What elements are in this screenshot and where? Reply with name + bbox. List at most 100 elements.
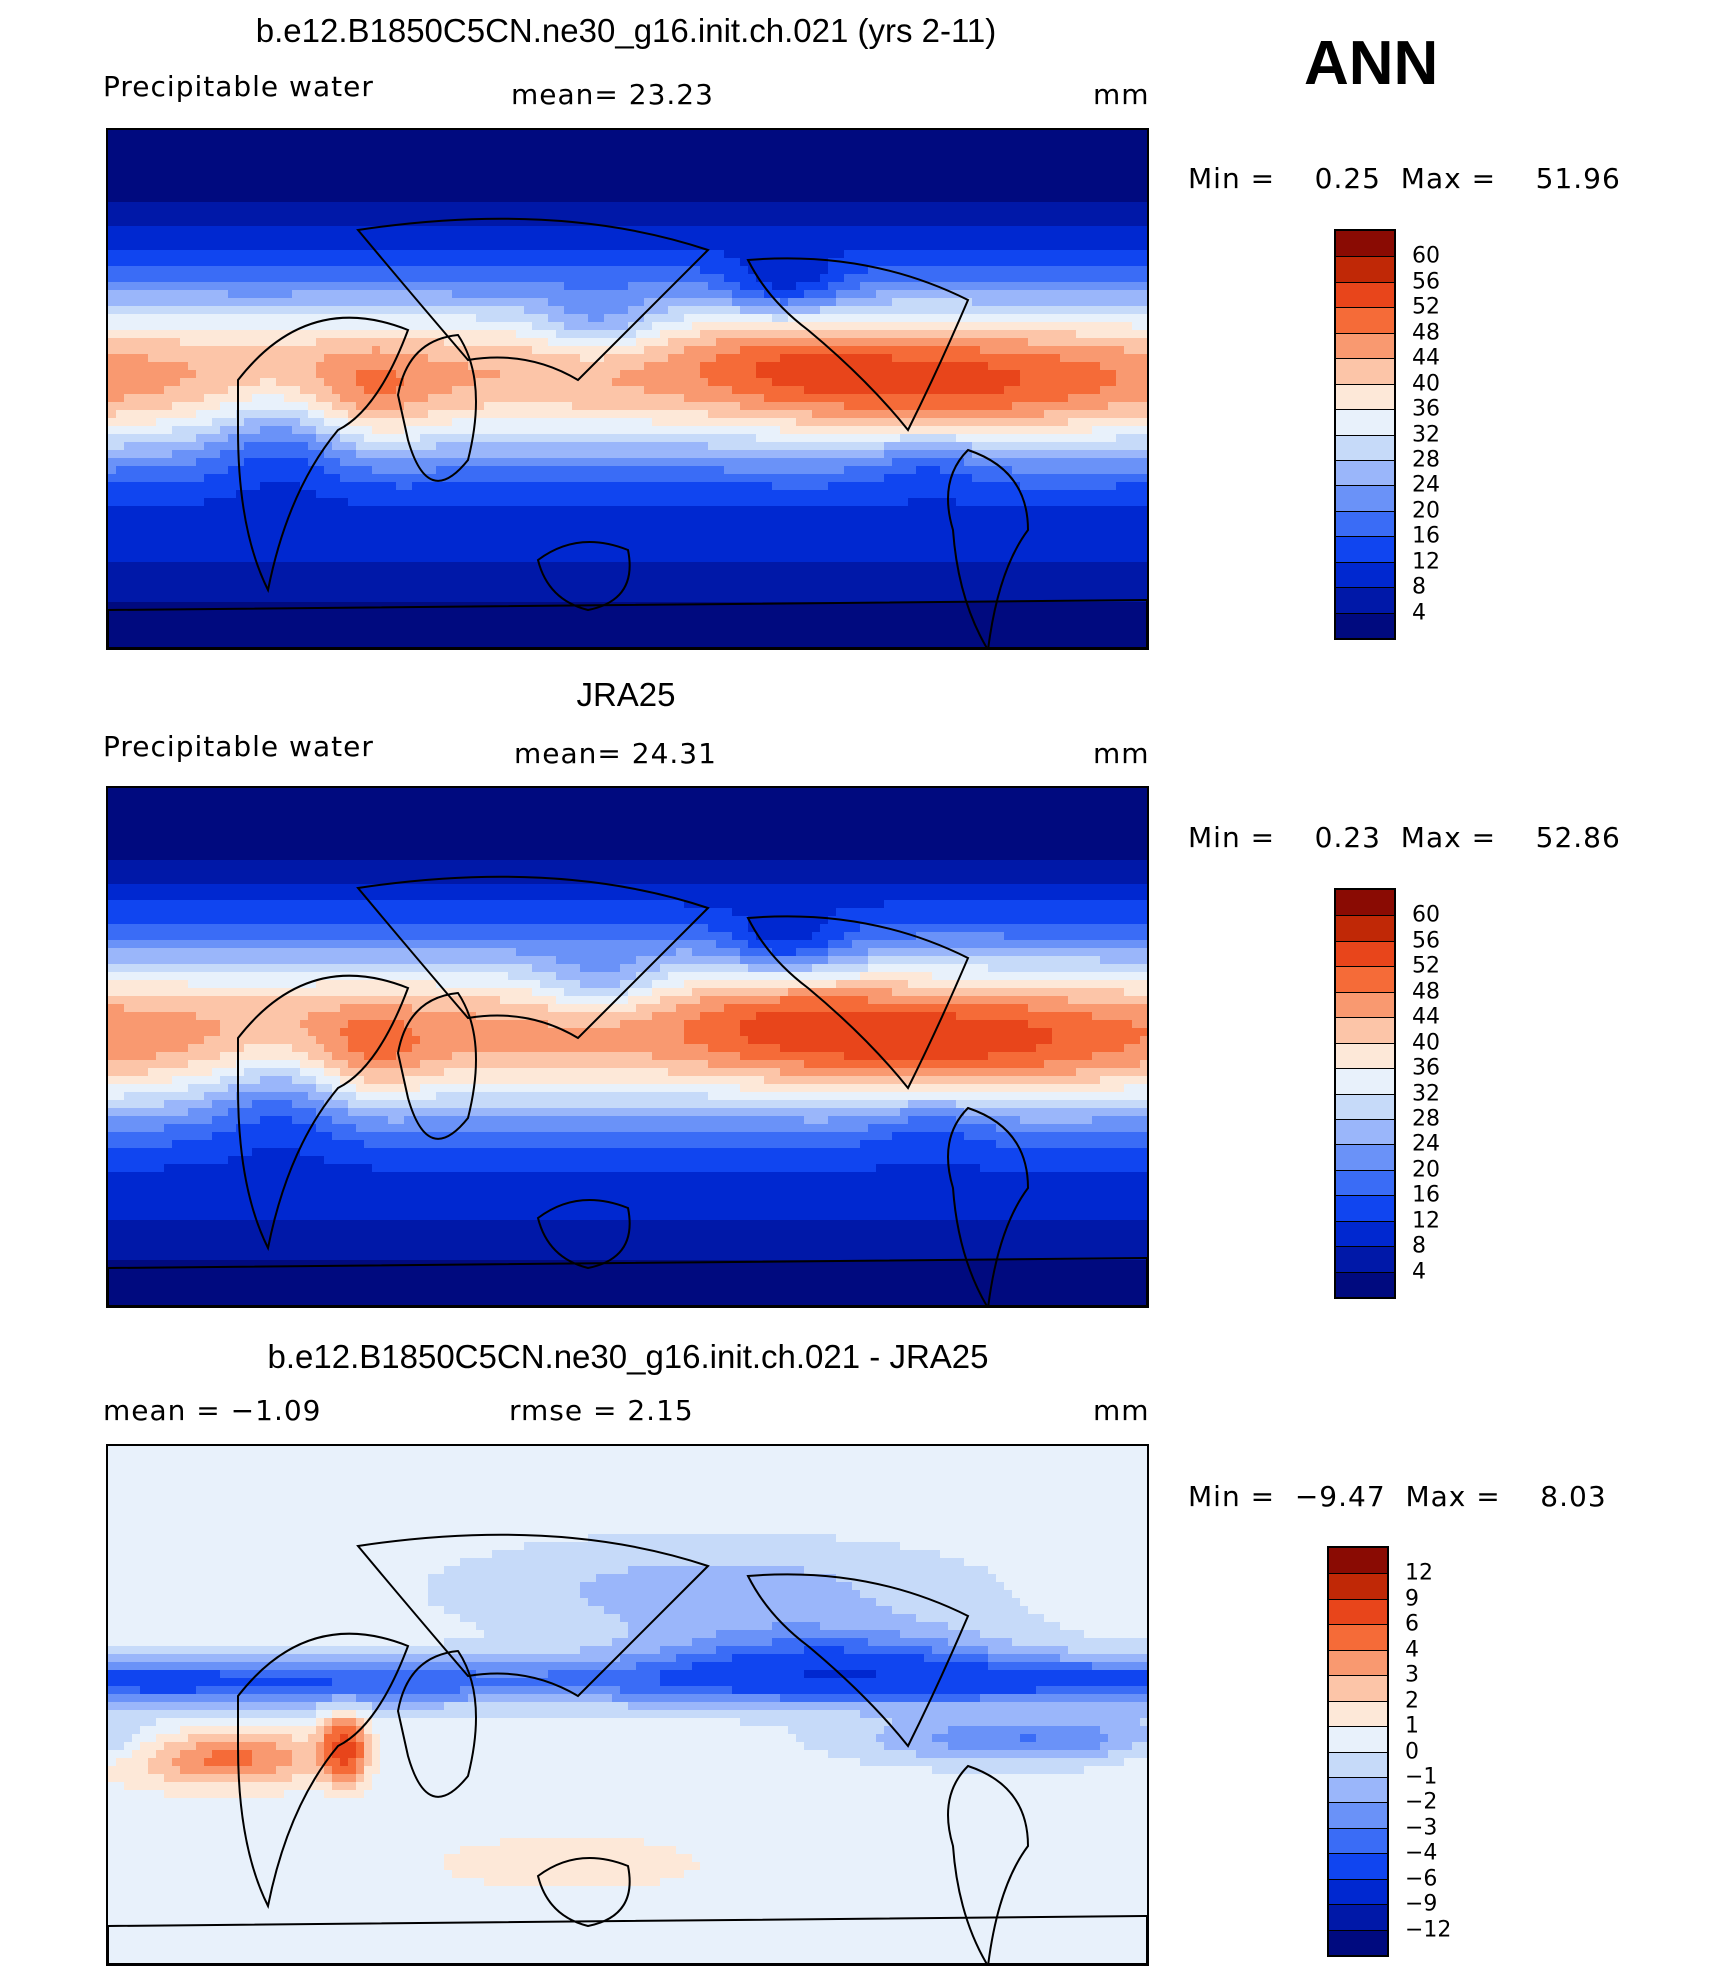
colorbar-swatch xyxy=(1329,1598,1387,1625)
colorbar-tick-label: 24 xyxy=(1412,473,1440,498)
colorbar-swatch xyxy=(1336,1220,1394,1247)
colorbar-swatch xyxy=(1336,1271,1394,1297)
colorbar-tick-label: 28 xyxy=(1412,447,1440,472)
contour-field-model xyxy=(108,130,1147,648)
colorbar-swatch xyxy=(1336,256,1394,282)
colorbar-tick-label: 60 xyxy=(1412,244,1440,269)
minmax-label-diff: Min = −9.47 Max = 8.03 xyxy=(1188,1480,1607,1513)
colorbar-swatch xyxy=(1336,587,1394,613)
colorbar-tick-label: −3 xyxy=(1405,1815,1437,1840)
colorbar-tick-label: −4 xyxy=(1405,1841,1437,1866)
colorbar-tick-label: 24 xyxy=(1412,1132,1440,1157)
colorbar-swatch xyxy=(1329,1726,1387,1752)
colorbar-tick-label: 56 xyxy=(1412,269,1440,294)
colorbar-tick-label: −1 xyxy=(1405,1764,1437,1789)
panel-title-model: b.e12.B1850C5CN.ne30_g16.init.ch.021 (yr… xyxy=(256,12,997,50)
colorbar-swatch xyxy=(1329,1751,1387,1777)
rmse-label-diff: rmse = 2.15 xyxy=(509,1394,694,1427)
colorbar-swatch xyxy=(1329,1675,1387,1701)
colorbar-tick-label: 60 xyxy=(1412,903,1440,928)
map-diff xyxy=(106,1444,1149,1966)
colorbar-tick-label: 32 xyxy=(1412,422,1440,447)
colorbar-swatch xyxy=(1336,915,1394,941)
colorbar-swatch xyxy=(1336,890,1394,916)
colorbar-swatch xyxy=(1336,383,1394,410)
colorbar-swatch xyxy=(1336,966,1394,992)
colorbar-diff xyxy=(1327,1546,1389,1957)
units-label-obs: mm xyxy=(1093,737,1150,770)
contour-field-diff xyxy=(108,1446,1147,1964)
colorbar-tick-label: 32 xyxy=(1412,1081,1440,1106)
colorbar-tick-label: 0 xyxy=(1405,1739,1419,1764)
variable-label-model: Precipitable water xyxy=(103,70,374,103)
units-label-model: mm xyxy=(1093,78,1150,111)
colorbar-swatch xyxy=(1336,434,1394,460)
units-label-diff: mm xyxy=(1093,1394,1150,1427)
colorbar-tick-label: 3 xyxy=(1405,1663,1419,1688)
colorbar-tick-label: 12 xyxy=(1405,1561,1433,1586)
colorbar-tick-label: 48 xyxy=(1412,320,1440,345)
colorbar-swatch xyxy=(1329,1548,1387,1574)
colorbar-swatch xyxy=(1336,409,1394,435)
colorbar-swatch xyxy=(1336,358,1394,384)
colorbar-swatch xyxy=(1329,1827,1387,1854)
colorbar-swatch xyxy=(1329,1624,1387,1650)
colorbar-tick-label: 8 xyxy=(1412,575,1426,600)
colorbar-swatch xyxy=(1336,281,1394,308)
colorbar-swatch xyxy=(1336,1118,1394,1145)
colorbar-tick-label: 20 xyxy=(1412,1157,1440,1182)
colorbar-swatch xyxy=(1336,561,1394,588)
colorbar-obs xyxy=(1334,888,1396,1299)
colorbar-tick-label: 4 xyxy=(1412,600,1426,625)
colorbar-tick-label: 16 xyxy=(1412,1183,1440,1208)
colorbar-tick-label: 2 xyxy=(1405,1688,1419,1713)
colorbar-tick-label: 8 xyxy=(1412,1234,1426,1259)
season-label: ANN xyxy=(1304,28,1438,99)
colorbar-swatch xyxy=(1336,485,1394,511)
colorbar-tick-label: 4 xyxy=(1405,1637,1419,1662)
mean-label-obs: mean= 24.31 xyxy=(514,737,717,770)
colorbar-tick-label: 9 xyxy=(1405,1586,1419,1611)
colorbar-model xyxy=(1334,229,1396,640)
contour-field-obs xyxy=(108,788,1147,1306)
colorbar-swatch xyxy=(1336,510,1394,537)
colorbar-swatch xyxy=(1329,1573,1387,1599)
colorbar-tick-label: −2 xyxy=(1405,1790,1437,1815)
colorbar-tick-label: 56 xyxy=(1412,928,1440,953)
colorbar-swatch xyxy=(1336,459,1394,486)
colorbar-tick-label: 44 xyxy=(1412,346,1440,371)
colorbar-tick-label: 48 xyxy=(1412,979,1440,1004)
panel-title-obs: JRA25 xyxy=(576,676,675,714)
colorbar-tick-label: 52 xyxy=(1412,954,1440,979)
colorbar-swatch xyxy=(1336,1144,1394,1170)
colorbar-tick-label: 16 xyxy=(1412,524,1440,549)
panel-title-diff: b.e12.B1850C5CN.ne30_g16.init.ch.021 - J… xyxy=(268,1338,989,1376)
colorbar-swatch xyxy=(1329,1904,1387,1930)
colorbar-tick-label: 12 xyxy=(1412,549,1440,574)
colorbar-tick-label: −6 xyxy=(1405,1866,1437,1891)
colorbar-swatch xyxy=(1329,1776,1387,1803)
colorbar-tick-label: 12 xyxy=(1412,1208,1440,1233)
colorbar-swatch xyxy=(1336,332,1394,359)
colorbar-swatch xyxy=(1336,231,1394,257)
map-model xyxy=(106,128,1149,650)
colorbar-tick-label: 44 xyxy=(1412,1005,1440,1030)
colorbar-tick-label: −9 xyxy=(1405,1892,1437,1917)
colorbar-swatch xyxy=(1336,1246,1394,1272)
colorbar-tick-label: 40 xyxy=(1412,371,1440,396)
colorbar-swatch xyxy=(1329,1802,1387,1828)
colorbar-swatch xyxy=(1336,1068,1394,1094)
colorbar-swatch xyxy=(1336,991,1394,1018)
minmax-label-obs: Min = 0.23 Max = 52.86 xyxy=(1188,821,1621,854)
colorbar-swatch xyxy=(1329,1700,1387,1727)
colorbar-tick-label: 36 xyxy=(1412,1056,1440,1081)
colorbar-swatch xyxy=(1336,307,1394,333)
colorbar-tick-label: 52 xyxy=(1412,295,1440,320)
minmax-label-model: Min = 0.25 Max = 51.96 xyxy=(1188,162,1621,195)
colorbar-swatch xyxy=(1329,1853,1387,1879)
colorbar-tick-label: −12 xyxy=(1405,1917,1451,1942)
mean-label-diff: mean = −1.09 xyxy=(103,1394,321,1427)
colorbar-tick-label: 4 xyxy=(1412,1259,1426,1284)
mean-label-model: mean= 23.23 xyxy=(511,78,714,111)
colorbar-tick-label: 36 xyxy=(1412,397,1440,422)
